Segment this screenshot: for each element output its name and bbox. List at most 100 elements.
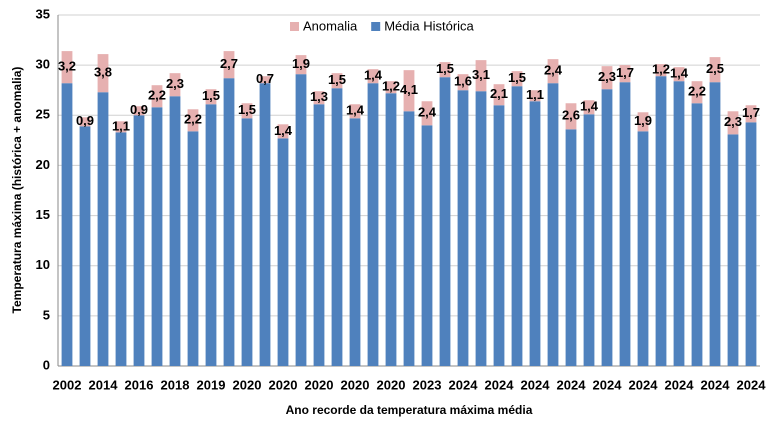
data-label: 1,4 (346, 103, 365, 118)
bar-segment (709, 82, 721, 366)
bar-segment (259, 83, 271, 367)
bar-segment (637, 131, 649, 366)
bar-segment (241, 103, 253, 119)
data-label: 2,2 (148, 88, 166, 103)
data-label: 2,3 (598, 69, 616, 84)
bar-segment (655, 76, 667, 366)
bar-segment (133, 106, 145, 116)
y-axis-title: Temperatura máxima (histórica + anomalia… (10, 67, 24, 314)
legend-label: Média Histórica (384, 18, 474, 33)
bar-segment (439, 77, 451, 367)
bar-segment (277, 124, 289, 139)
bar-segment (367, 83, 379, 367)
data-label: 3,1 (472, 67, 490, 82)
data-label: 2,2 (184, 112, 202, 127)
x-tick-label: 2020 (269, 377, 298, 392)
bar-segment (439, 62, 451, 78)
data-label: 0,9 (76, 113, 94, 128)
bar-segment (745, 105, 757, 123)
x-tick-label: 2024 (485, 377, 515, 392)
bar-segment (691, 81, 703, 104)
y-tick-label: 10 (36, 257, 50, 272)
bar-segment (331, 73, 343, 89)
bar-segment (637, 112, 649, 132)
data-label: 2,5 (706, 61, 724, 76)
x-tick-label: 2023 (413, 377, 442, 392)
x-tick-label: 2024 (629, 377, 659, 392)
bar-segment (115, 132, 127, 366)
bar-segment (295, 74, 307, 366)
data-label: 3,2 (58, 59, 76, 74)
data-label: 1,7 (742, 105, 760, 120)
data-label: 1,9 (634, 113, 652, 128)
x-tick-label: 2002 (53, 377, 82, 392)
x-tick-label: 2020 (305, 377, 334, 392)
bar-segment (259, 76, 271, 84)
x-tick-label: 2018 (161, 377, 190, 392)
data-label: 2,4 (418, 105, 437, 120)
bar-segment (421, 125, 433, 366)
data-label: 1,5 (508, 70, 526, 85)
bar-segment (61, 51, 73, 84)
bar-segment (583, 100, 595, 115)
bar-segment (79, 117, 91, 127)
x-tick-label: 2014 (89, 377, 119, 392)
bar-segment (601, 66, 613, 90)
x-tick-label: 2024 (557, 377, 587, 392)
bar-segment (349, 104, 361, 119)
x-tick-label: 2020 (233, 377, 262, 392)
bar-segment (457, 90, 469, 366)
data-label: 1,9 (292, 56, 310, 71)
bar-segment (169, 73, 181, 97)
bar-segment (151, 107, 163, 367)
bar-segment (691, 103, 703, 366)
data-label: 2,3 (724, 114, 742, 129)
bar-segment (115, 121, 127, 133)
bar-segment (619, 65, 631, 83)
data-label: 0,7 (256, 71, 274, 86)
x-axis-title: Ano recorde da temperatura máxima média (286, 403, 533, 417)
bar-segment (187, 131, 199, 366)
bar-segment (601, 89, 613, 366)
bar-segment (745, 122, 757, 366)
bar-segment (223, 51, 235, 79)
data-label: 2,4 (544, 63, 563, 78)
bar-segment (727, 134, 739, 366)
y-tick-label: 25 (36, 107, 50, 122)
data-label: 1,2 (652, 62, 670, 77)
data-label: 3,8 (94, 65, 112, 80)
x-tick-label: 2020 (377, 377, 406, 392)
bar-segment (655, 64, 667, 77)
data-label: 1,4 (274, 123, 293, 138)
bar-segment (97, 54, 109, 93)
x-tick-label: 2019 (197, 377, 226, 392)
bar-segment (673, 81, 685, 366)
legend-label: Anomalia (303, 18, 358, 33)
data-label: 1,2 (382, 79, 400, 94)
y-tick-label: 30 (36, 57, 50, 72)
bar-segment (133, 115, 145, 367)
bar-segment (349, 118, 361, 367)
y-tick-label: 20 (36, 157, 50, 172)
bar-segment (385, 81, 397, 94)
x-tick-label: 2024 (665, 377, 695, 392)
bar-segment (565, 103, 577, 130)
data-label: 1,4 (670, 66, 689, 81)
x-tick-label: 2024 (449, 377, 479, 392)
bar-segment (187, 109, 199, 132)
bar-segment (205, 89, 217, 105)
bar-segment (403, 70, 415, 112)
y-tick-label: 0 (43, 357, 50, 372)
bar-segment (79, 126, 91, 367)
data-label: 2,2 (688, 84, 706, 99)
bar-segment (619, 82, 631, 366)
bar-segment (727, 111, 739, 135)
bar-segment (529, 90, 541, 102)
bar-segment (367, 69, 379, 84)
bar-segment (565, 129, 577, 366)
bar-segment (97, 92, 109, 366)
bar-segment (421, 101, 433, 126)
bar-segment (223, 78, 235, 367)
bar-segment (511, 71, 523, 87)
